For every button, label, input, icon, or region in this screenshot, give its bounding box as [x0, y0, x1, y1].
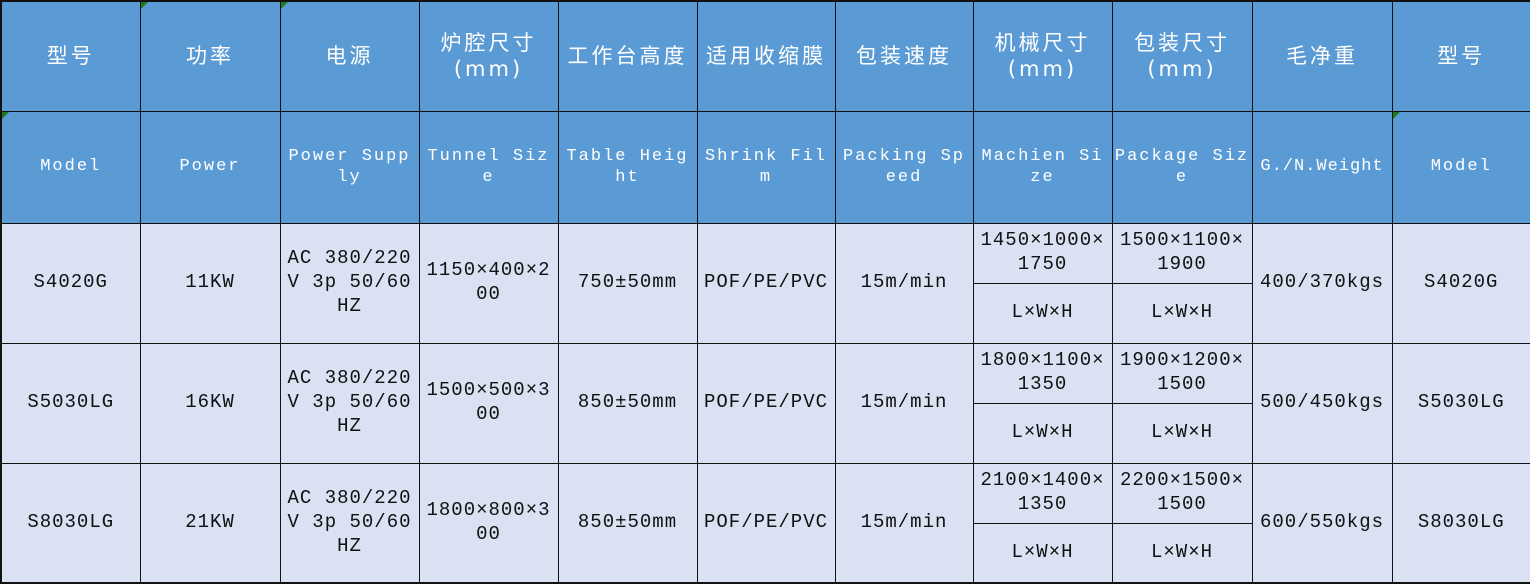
cell-shrink-film[interactable]: POF/PE/PVC: [696, 462, 836, 584]
cell-power-supply[interactable]: AC 380/220V 3p 50/60HZ: [279, 462, 420, 584]
cell-machine-size[interactable]: 1450×1000×1750: [972, 222, 1113, 284]
cell-package-size[interactable]: 1900×1200×1500: [1111, 342, 1253, 404]
header-cn-packing-speed[interactable]: 包装速度: [834, 0, 974, 112]
header-row-chinese: 型号 功率 电源 炉腔尺寸 (mm) 工作台高度 适用收缩膜 包装速度 机械尺寸…: [0, 0, 1530, 112]
header-en-shrink-film[interactable]: Shrink Film: [696, 110, 836, 224]
header-cn-table-height[interactable]: 工作台高度: [557, 0, 698, 112]
header-label: Model: [40, 157, 102, 177]
header-en-model[interactable]: Model: [0, 110, 141, 224]
cell-machine-size[interactable]: 1800×1100×1350: [972, 342, 1113, 404]
header-cn-shrink-film[interactable]: 适用收缩膜: [696, 0, 836, 112]
cell-model[interactable]: S8030LG: [0, 462, 141, 584]
header-en-model-2[interactable]: Model: [1391, 110, 1530, 224]
cell-power[interactable]: 16KW: [139, 342, 281, 464]
row-s5030lg-bottom: L×W×H L×W×H: [1, 402, 1530, 464]
cell-tunnel-size[interactable]: 1150×400×200: [418, 222, 559, 344]
cell-packing-speed[interactable]: 15m/min: [834, 462, 974, 584]
header-cn-package-size[interactable]: 包装尺寸 (mm): [1111, 0, 1253, 112]
cell-shrink-film[interactable]: POF/PE/PVC: [696, 342, 836, 464]
cell-table-height[interactable]: 850±50mm: [557, 342, 698, 464]
header-en-package-size[interactable]: Package Size: [1111, 110, 1253, 224]
cell-weight[interactable]: 600/550kgs: [1251, 462, 1393, 584]
cell-machine-size-unit[interactable]: L×W×H: [972, 402, 1113, 464]
cell-error-flag-icon: [141, 2, 148, 9]
header-label: Model: [1430, 157, 1492, 177]
cell-power[interactable]: 21KW: [139, 462, 281, 584]
header-en-tunnel-size[interactable]: Tunnel Size: [418, 110, 559, 224]
cell-package-size-unit[interactable]: L×W×H: [1111, 282, 1253, 344]
cell-shrink-film[interactable]: POF/PE/PVC: [696, 222, 836, 344]
cell-model[interactable]: S5030LG: [0, 342, 141, 464]
header-label: 功率: [186, 44, 234, 69]
header-en-weight[interactable]: G./N.Weight: [1251, 110, 1393, 224]
header-en-table-height[interactable]: Table Height: [557, 110, 698, 224]
row-s5030lg-top: S5030LG 16KW AC 380/220V 3p 50/60HZ 1500…: [0, 342, 1530, 464]
row-s8030lg-bottom: L×W×H L×W×H: [1, 522, 1530, 584]
cell-package-size[interactable]: 1500×1100×1900: [1111, 222, 1253, 284]
header-cn-tunnel-size[interactable]: 炉腔尺寸 (mm): [418, 0, 559, 112]
header-cn-model[interactable]: 型号: [0, 0, 141, 112]
header-cn-power-supply[interactable]: 电源: [279, 0, 420, 112]
header-en-power[interactable]: Power: [139, 110, 281, 224]
cell-packing-speed[interactable]: 15m/min: [834, 222, 974, 344]
row-s4020g-bottom: L×W×H L×W×H: [1, 282, 1530, 344]
header-cn-power[interactable]: 功率: [139, 0, 281, 112]
cell-power-supply[interactable]: AC 380/220V 3p 50/60HZ: [279, 342, 420, 464]
header-row-english: Model Power Power Supply Tunnel Size Tab…: [0, 110, 1530, 224]
cell-table-height[interactable]: 850±50mm: [557, 462, 698, 584]
cell-model[interactable]: S4020G: [0, 222, 141, 344]
cell-power[interactable]: 11KW: [139, 222, 281, 344]
row-s8030lg-top: S8030LG 21KW AC 380/220V 3p 50/60HZ 1800…: [0, 462, 1530, 584]
header-en-machine-size[interactable]: Machien Size: [972, 110, 1113, 224]
cell-package-size-unit[interactable]: L×W×H: [1111, 522, 1253, 584]
cell-tunnel-size[interactable]: 1500×500×300: [418, 342, 559, 464]
cell-error-flag-icon: [2, 112, 9, 119]
header-cn-model-2[interactable]: 型号: [1391, 0, 1530, 112]
cell-machine-size[interactable]: 2100×1400×1350: [972, 462, 1113, 524]
header-cn-weight[interactable]: 毛净重: [1251, 0, 1393, 112]
cell-error-flag-icon: [1393, 112, 1400, 119]
cell-model-right[interactable]: S8030LG: [1391, 462, 1530, 584]
cell-power-supply[interactable]: AC 380/220V 3p 50/60HZ: [279, 222, 420, 344]
cell-weight[interactable]: 500/450kgs: [1251, 342, 1393, 464]
cell-model-right[interactable]: S4020G: [1391, 222, 1530, 344]
cell-package-size[interactable]: 2200×1500×1500: [1111, 462, 1253, 524]
header-label: 电源: [325, 44, 374, 69]
row-s4020g-top: S4020G 11KW AC 380/220V 3p 50/60HZ 1150×…: [0, 222, 1530, 344]
cell-table-height[interactable]: 750±50mm: [557, 222, 698, 344]
cell-machine-size-unit[interactable]: L×W×H: [972, 282, 1113, 344]
cell-machine-size-unit[interactable]: L×W×H: [972, 522, 1113, 584]
cell-tunnel-size[interactable]: 1800×800×300: [418, 462, 559, 584]
cell-model-right[interactable]: S5030LG: [1391, 342, 1530, 464]
cell-package-size-unit[interactable]: L×W×H: [1111, 402, 1253, 464]
cell-packing-speed[interactable]: 15m/min: [834, 342, 974, 464]
header-en-packing-speed[interactable]: Packing Speed: [834, 110, 974, 224]
header-en-power-supply[interactable]: Power Supply: [279, 110, 420, 224]
header-cn-machine-size[interactable]: 机械尺寸 (mm): [972, 0, 1113, 112]
cell-weight[interactable]: 400/370kgs: [1251, 222, 1393, 344]
cell-error-flag-icon: [281, 2, 288, 9]
